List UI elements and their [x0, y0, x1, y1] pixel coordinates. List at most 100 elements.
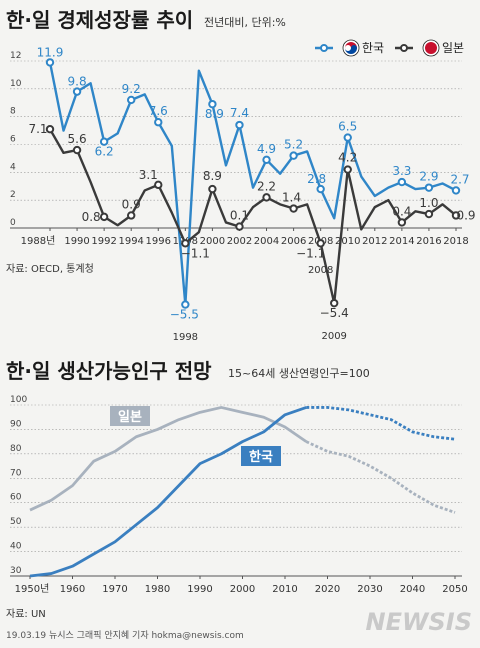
chart2-xtick-label: 2050	[442, 584, 467, 595]
chart1-annotation-year: 2009	[321, 331, 346, 342]
chart1-xtick-label: 2004	[254, 236, 279, 247]
legend-japan-label: 일본	[442, 41, 464, 55]
korea-data-label: 7.4	[230, 106, 249, 120]
japan-point-marker	[181, 239, 190, 248]
korea-point-marker	[45, 58, 55, 67]
chart2-ytick-label: 60	[10, 493, 22, 503]
chart1-ytick-label: 4	[10, 162, 16, 172]
japan-point-marker	[154, 180, 163, 190]
chart2-gridlines	[10, 404, 462, 577]
korea-data-label: 11.9	[37, 45, 64, 59]
chart1-xtick-label: 1996	[146, 236, 171, 247]
chart2-ytick-label: 100	[10, 395, 27, 405]
japan-growth-line	[48, 128, 457, 305]
japan-point-marker	[316, 239, 325, 248]
japan-point-marker	[397, 218, 407, 227]
japan-point-marker	[45, 124, 55, 134]
korea-point-marker	[181, 300, 190, 309]
chart1-source: 자료: OECD, 통계청	[6, 263, 94, 275]
korea-series-tag: 한국	[241, 446, 281, 466]
korea-data-label: 8.9	[205, 107, 224, 121]
chart2-xtick-label: 1970	[102, 584, 127, 595]
chart2-xtick-label: 1980	[145, 584, 170, 595]
japan-series-tag: 일본	[110, 406, 150, 426]
korea-tag-box	[241, 446, 281, 466]
chart1-xtick-label: 2006	[281, 236, 306, 247]
chart2-subtitle: 15~64세 생산연령인구=100	[228, 367, 370, 380]
korea-data-label: 4.9	[257, 142, 276, 156]
japan-data-label: 0.9	[122, 197, 141, 211]
chart1-ytick-label: 2	[10, 190, 16, 200]
japan-point-marker	[262, 193, 271, 202]
japan-point-marker	[72, 145, 82, 155]
korea-data-label: 2.9	[419, 170, 438, 184]
japan-point-marker	[208, 184, 217, 194]
korea-data-label: 7.6	[149, 104, 168, 118]
chart1-xtick-label: 2002	[227, 236, 252, 247]
chart2-ytick-label: 90	[10, 419, 22, 429]
chart2-title: 한·일 생산가능인구 전망	[6, 359, 212, 383]
chart1-xtick-label: 1988년	[21, 235, 56, 247]
japan-data-label: 1.0	[419, 196, 438, 210]
chart2-xtick-label: 1960	[60, 584, 85, 595]
chart2-xtick-label: 1990	[187, 584, 212, 595]
japan-data-label: −5.4	[320, 306, 349, 320]
korea-point-marker	[208, 99, 217, 109]
legend-korea-label: 한국	[362, 41, 384, 55]
chart1-x-ticks: 1988년19901992199419961998200020022004200…	[21, 228, 469, 247]
credit-line: 19.03.19 뉴시스 그래픽 안지혜 기자 hokma@newsis.com	[6, 629, 244, 641]
korea-point-marker	[343, 133, 352, 142]
japan-data-label: 5.6	[68, 132, 87, 146]
chart1-xtick-label: 2010	[335, 236, 360, 247]
japan-point-marker	[127, 211, 136, 220]
chart1-y-ticks: 0 2 4 6 8 10 12	[10, 51, 22, 228]
korea-population-line	[29, 406, 307, 578]
chart1-xtick-label: 1994	[118, 236, 143, 247]
chart1-ytick-label: 8	[10, 107, 16, 117]
chart1-xtick-label: 2014	[389, 236, 414, 247]
korea-data-label: 6.2	[95, 145, 114, 159]
korea-projection-line	[306, 406, 456, 441]
korea-data-label: 2.7	[450, 172, 469, 186]
korea-point-marker	[127, 95, 136, 105]
japan-flag-icon	[422, 39, 440, 57]
japan-data-label: 0.1	[230, 209, 249, 223]
chart1-xtick-label: 1992	[91, 236, 116, 247]
japan-data-label: 4.2	[338, 151, 357, 165]
korea-point-marker	[316, 184, 325, 194]
chart1-ytick-label: 0	[10, 218, 16, 228]
chart1-title: 한·일 경제성장률 추이	[6, 8, 193, 32]
japan-point-marker	[330, 298, 339, 308]
japan-point-marker	[99, 212, 109, 222]
korea-point-marker	[424, 183, 434, 192]
chart2-source: 자료: UN	[6, 608, 46, 620]
japan-point-marker	[424, 209, 434, 219]
korea-point-marker	[289, 151, 298, 160]
chart2-xtick-label: 2000	[230, 584, 255, 595]
chart1-xtick-label: 2000	[200, 236, 225, 247]
chart2-xtick-label: 2030	[357, 584, 382, 595]
korea-data-label: 2.8	[307, 172, 326, 186]
chart2-series	[29, 406, 456, 578]
chart2-xtick-label: 1950년	[15, 583, 50, 595]
japan-data-label: 3.1	[139, 168, 158, 182]
korea-point-marker	[99, 137, 109, 146]
chart1-ytick-label: 6	[10, 135, 16, 145]
korea-data-label: 5.2	[284, 138, 303, 152]
newsis-logo: NEWSIS	[366, 608, 472, 636]
korea-growth-line	[48, 62, 457, 306]
korea-point-marker	[235, 120, 244, 130]
chart2-xtick-label: 2040	[400, 584, 425, 595]
japan-data-label: −1.1	[296, 246, 325, 260]
japan-point-marker	[235, 222, 244, 231]
japan-population-line	[29, 406, 308, 512]
chart1-xtick-label: 1990	[64, 236, 89, 247]
korea-point-marker	[72, 87, 82, 96]
korea-tag-label: 한국	[249, 449, 273, 465]
japan-data-label: 8.9	[203, 169, 222, 183]
korea-flag-icon	[342, 39, 360, 57]
korea-data-label: 9.2	[122, 82, 141, 96]
japan-projection-line	[305, 440, 456, 514]
japan-data-label: 0.9	[456, 208, 475, 222]
